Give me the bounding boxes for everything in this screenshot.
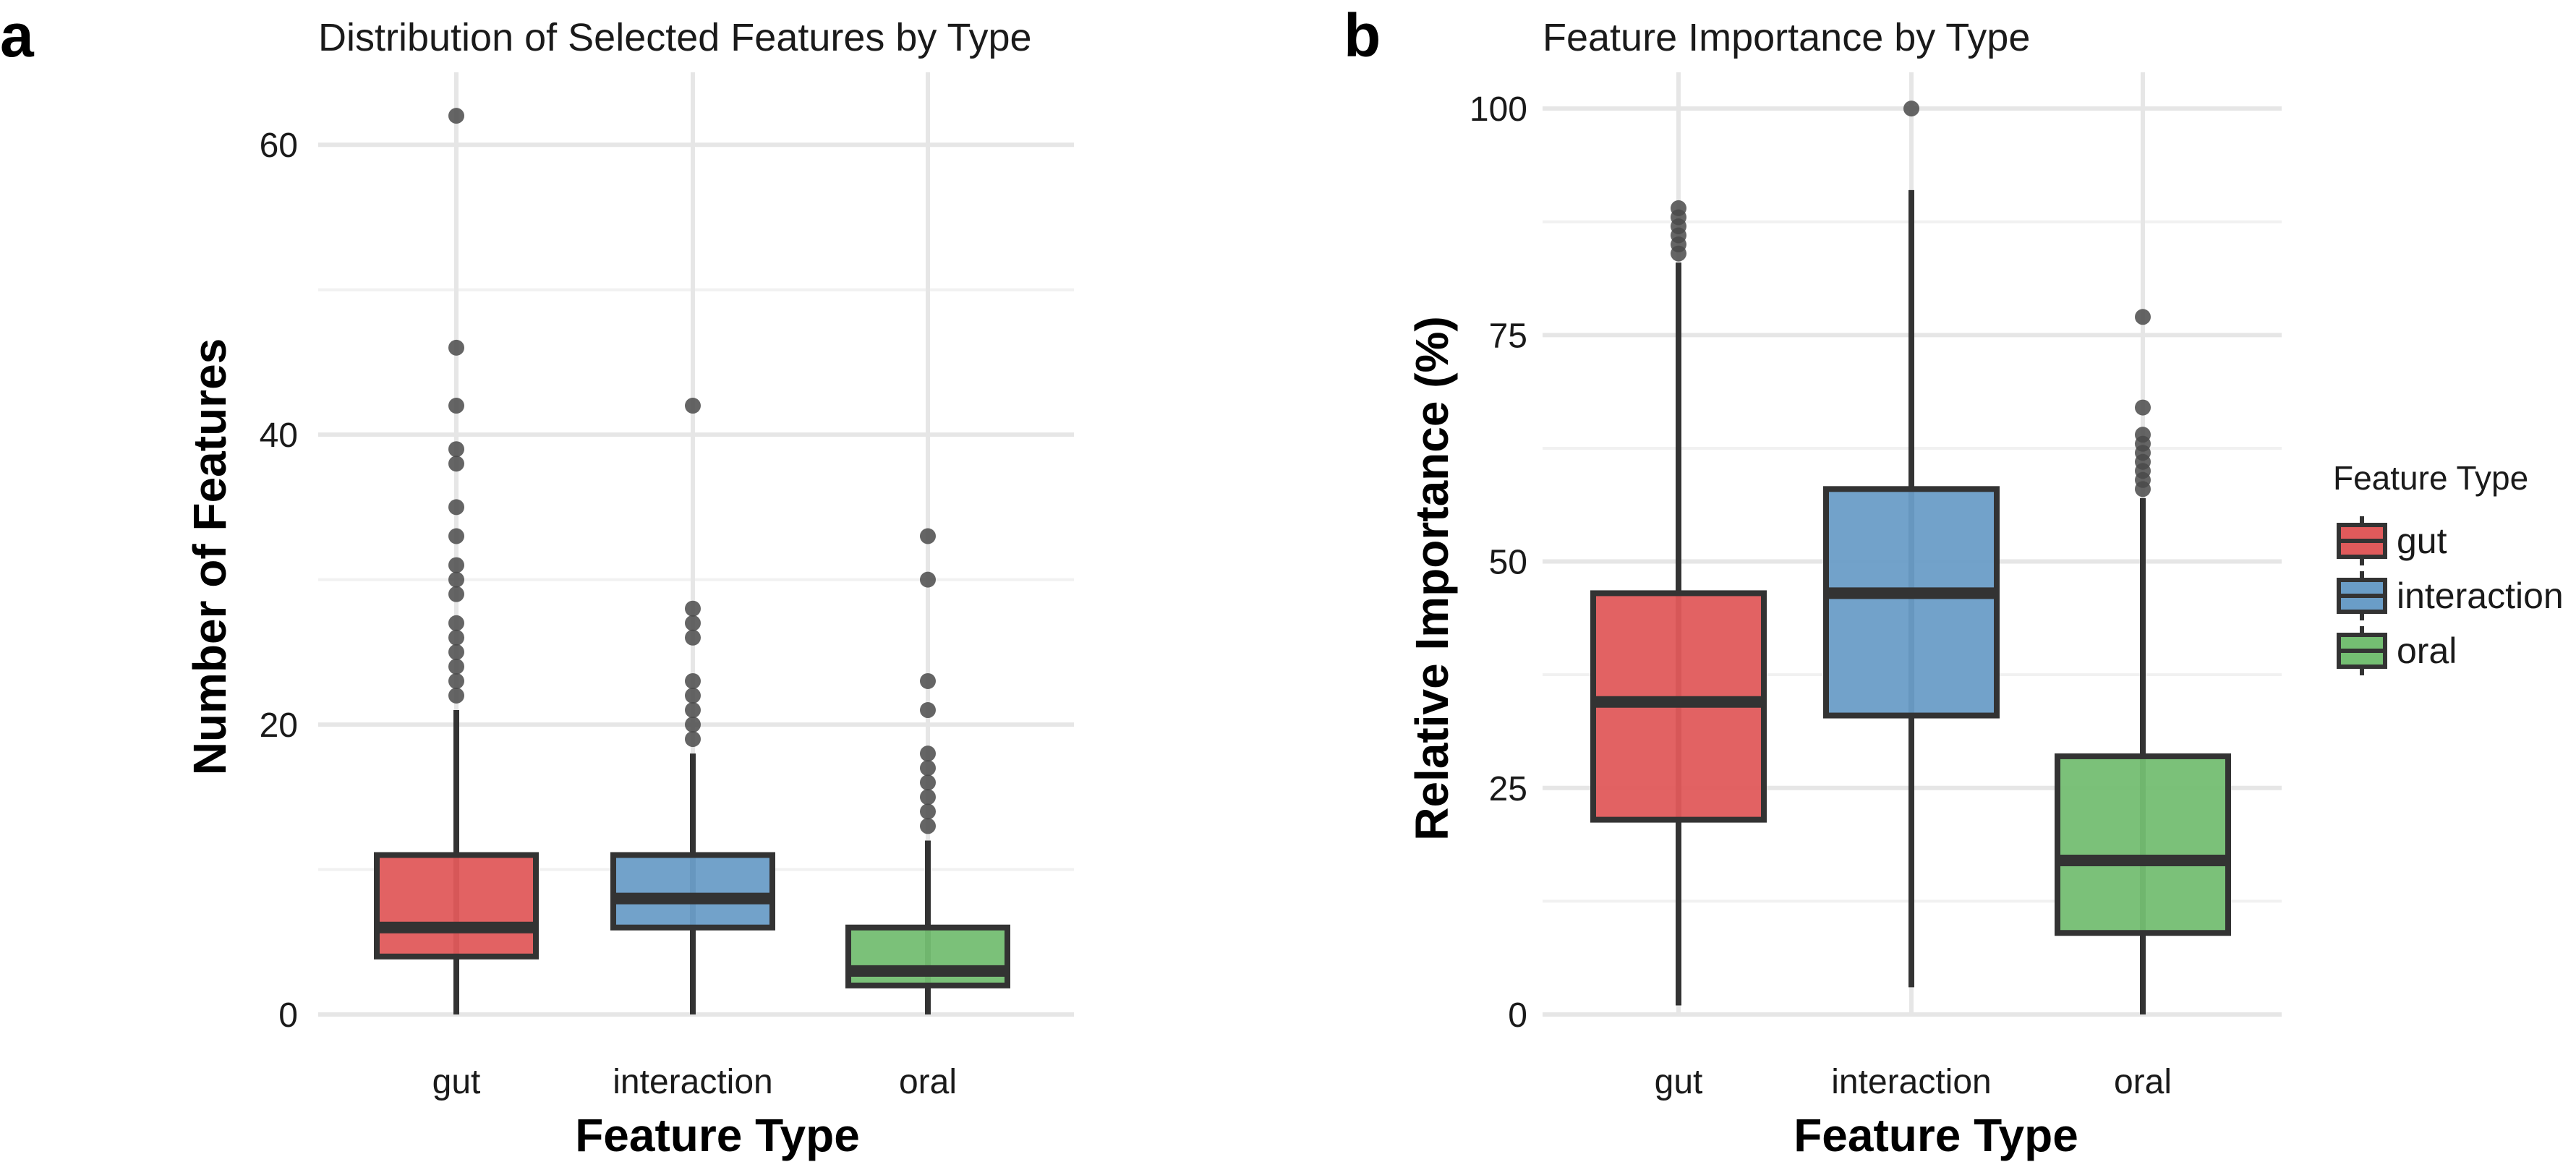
x-tick-label-gut: gut: [432, 1063, 481, 1101]
outlier-point-interaction-2: [685, 702, 701, 719]
plot-area-a: 0 20 40 60 gut interaction oral: [260, 72, 1074, 1101]
outlier-point-oral-7: [920, 672, 936, 689]
y-axis-title-b: Relative Importance (%): [1406, 316, 1458, 841]
outlier-point-gut-5: [448, 615, 464, 631]
outlier-point-interaction-4: [685, 672, 701, 689]
outlier-point-gut-5: [1671, 200, 1686, 216]
box-interaction: [610, 852, 775, 931]
y-tick-label-0: 0: [1508, 996, 1527, 1035]
outlier-point-interaction-3: [685, 687, 701, 704]
outlier-point-oral-9: [920, 528, 936, 544]
outlier-point-gut-14: [448, 339, 464, 356]
x-axis-title-a: Feature Type: [575, 1109, 860, 1161]
outlier-point-oral-1: [920, 803, 936, 820]
outlier-point-oral-3: [920, 774, 936, 791]
legend-label-interaction: interaction: [2397, 576, 2564, 616]
legend: Feature Type gut interaction oral: [2333, 459, 2564, 675]
outlier-point-oral-8: [920, 571, 936, 588]
outlier-point-gut-2: [448, 658, 464, 675]
plot-title-b: Feature Importance by Type: [1543, 16, 2030, 59]
outlier-point-gut-7: [448, 571, 464, 588]
legend-title: Feature Type: [2333, 459, 2528, 497]
outlier-point-interaction-1: [685, 717, 701, 733]
legend-items: gut interaction oral: [2337, 516, 2564, 675]
box-gut: [374, 852, 539, 960]
x-tick-label-interaction: interaction: [1831, 1063, 1991, 1101]
outlier-point-oral-5: [920, 745, 936, 762]
outlier-point-oral-7: [2135, 399, 2151, 416]
outlier-point-gut-10: [448, 499, 464, 516]
outlier-point-gut-3: [448, 644, 464, 660]
y-axis-title-a: Number of Features: [184, 338, 236, 776]
y-tick-label-20: 20: [260, 706, 298, 745]
plot-title-a: Distribution of Selected Features by Typ…: [318, 16, 1032, 59]
outlier-point-gut-15: [448, 108, 464, 124]
y-tick-label-25: 25: [1489, 770, 1527, 808]
y-tick-label-75: 75: [1489, 317, 1527, 355]
x-tick-label-oral: oral: [2114, 1063, 2172, 1101]
plot-area-b: 0 25 50 75 100 gut interaction oral: [1470, 72, 2282, 1101]
box-oral: [2055, 753, 2231, 936]
outlier-point-gut-1: [448, 672, 464, 689]
outlier-point-interaction-8: [685, 398, 701, 414]
outlier-point-oral-0: [920, 818, 936, 834]
panel-a: a Distribution of Selected Features by T…: [0, 1, 1074, 1161]
outlier-point-interaction-6: [685, 615, 701, 631]
outlier-point-gut-6: [448, 586, 464, 602]
box-oral: [845, 924, 1010, 988]
y-tick-label-40: 40: [260, 416, 298, 455]
outlier-point-gut-13: [448, 398, 464, 414]
x-tick-label-oral: oral: [899, 1063, 957, 1101]
outlier-point-gut-11: [448, 456, 464, 472]
outlier-point-gut-8: [448, 557, 464, 573]
x-axis-title-b: Feature Type: [1794, 1109, 2078, 1161]
outlier-point-oral-6: [920, 702, 936, 719]
outlier-point-interaction-7: [685, 600, 701, 617]
outlier-point-interaction-0: [1903, 101, 1919, 117]
x-tick-label-gut: gut: [1655, 1063, 1703, 1101]
panel-label-a: a: [0, 1, 35, 69]
outlier-point-oral-8: [2135, 309, 2151, 325]
outlier-point-oral-4: [920, 760, 936, 777]
outlier-point-gut-9: [448, 528, 464, 544]
outlier-point-gut-12: [448, 441, 464, 458]
box-interaction: [1823, 486, 2000, 719]
panel-b: b Feature Importance by Type Feature Typ…: [1344, 1, 2282, 1161]
outlier-point-gut-0: [448, 687, 464, 704]
y-tick-label-60: 60: [260, 127, 298, 165]
legend-label-gut: gut: [2397, 521, 2447, 561]
panel-label-b: b: [1344, 1, 1381, 69]
outlier-point-interaction-5: [685, 629, 701, 646]
y-tick-label-0: 0: [278, 996, 298, 1035]
outlier-point-oral-2: [920, 789, 936, 806]
outlier-point-interaction-0: [685, 731, 701, 748]
y-tick-label-50: 50: [1489, 544, 1527, 582]
x-tick-label-interaction: interaction: [613, 1063, 772, 1101]
outlier-point-gut-4: [448, 629, 464, 646]
legend-label-oral: oral: [2397, 631, 2457, 671]
outlier-point-oral-6: [2135, 427, 2151, 443]
y-tick-label-100: 100: [1470, 90, 1527, 129]
